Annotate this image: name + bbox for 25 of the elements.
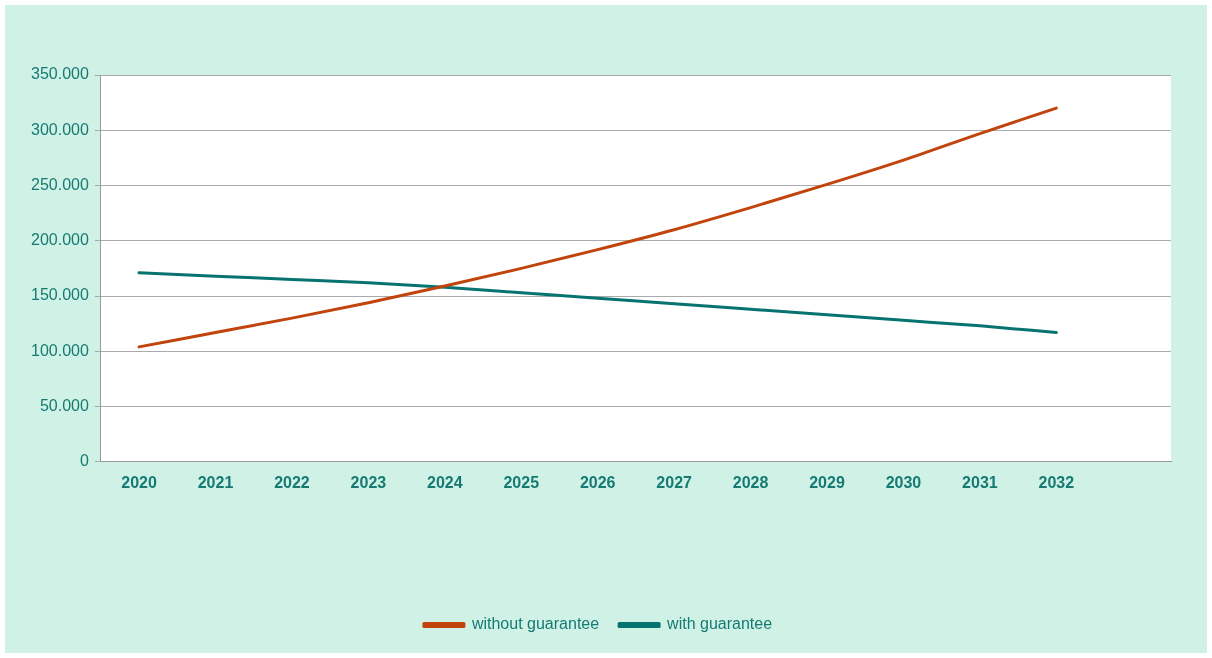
y-tick-label: 150.000 <box>30 286 89 304</box>
y-tick-label: 300.000 <box>30 120 89 138</box>
x-tick-label: 2021 <box>197 473 234 491</box>
y-tick-label: 0 <box>79 452 89 470</box>
x-tick-label: 2027 <box>656 473 693 491</box>
y-tick-label: 200.000 <box>30 231 89 249</box>
y-tick-label: 50.000 <box>39 396 89 414</box>
legend-label: without guarantee <box>470 615 600 633</box>
line-series <box>137 106 1058 349</box>
legend-label: with guarantee <box>666 615 773 633</box>
x-tick-label: 2030 <box>885 473 922 491</box>
x-tick-label: 2025 <box>503 473 540 491</box>
x-tick-label: 2031 <box>962 473 998 491</box>
y-tick-label: 100.000 <box>30 341 89 359</box>
x-tick-label: 2024 <box>427 473 463 491</box>
x-tick-label: 2020 <box>121 473 157 491</box>
y-tick-label: 350.000 <box>30 65 89 83</box>
x-tick-label: 2023 <box>350 473 387 491</box>
y-tick-label: 250.000 <box>30 175 89 193</box>
x-tick-label: 2026 <box>579 473 616 491</box>
x-tick-label: 2029 <box>809 473 845 491</box>
x-tick-label: 2028 <box>732 473 769 491</box>
x-tick-label: 2032 <box>1038 473 1075 491</box>
x-tick-label: 2022 <box>274 473 310 491</box>
line-series <box>137 271 1058 334</box>
